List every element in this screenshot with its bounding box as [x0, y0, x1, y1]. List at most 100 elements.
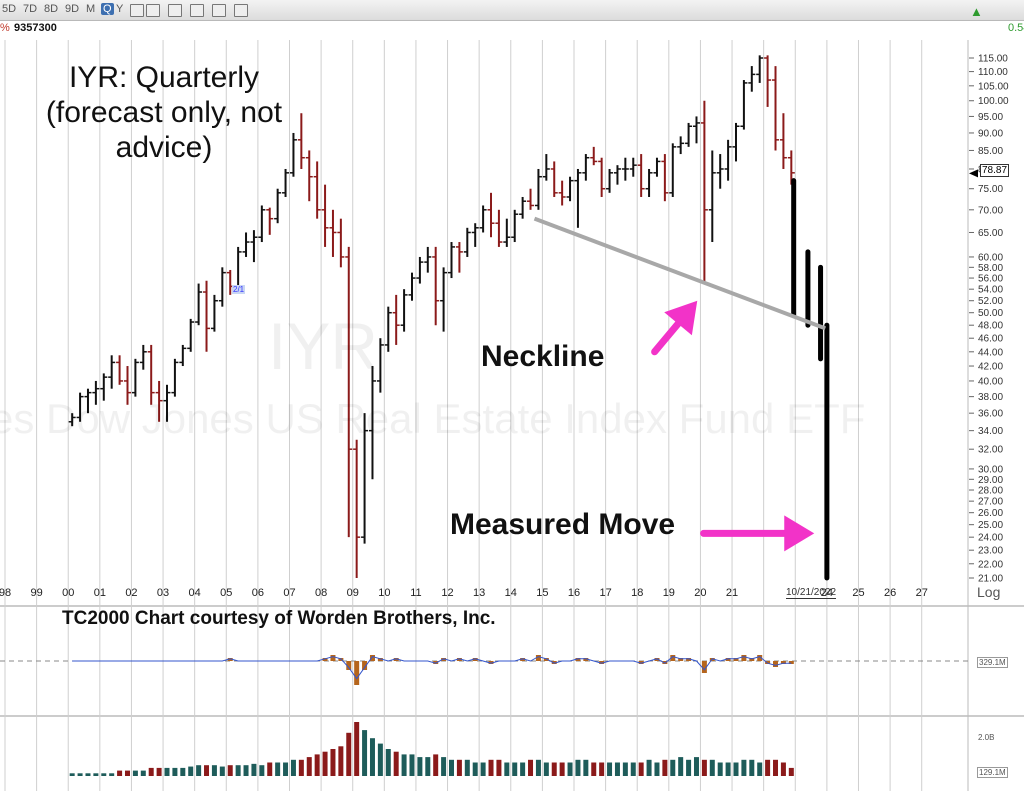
volume-bar — [69, 773, 75, 776]
volume-bar — [765, 759, 771, 776]
volume-bar — [638, 762, 644, 776]
volume-bar — [599, 762, 605, 776]
volume-bar — [780, 762, 786, 776]
split-marker[interactable]: 2/1 — [232, 285, 246, 294]
text-tool-icon[interactable] — [146, 4, 160, 17]
volume-bar — [693, 757, 699, 776]
indicator-bar — [346, 661, 352, 670]
volume-bar — [622, 762, 628, 776]
volume-bar — [298, 759, 304, 776]
timeframe-q[interactable]: Q — [101, 3, 114, 15]
indicator-bar — [733, 658, 739, 661]
volume-bar — [662, 759, 668, 776]
x-tick-label: 17 — [599, 587, 611, 599]
timeframe-9d[interactable]: 9D — [65, 3, 80, 15]
indicator-bar — [551, 661, 557, 664]
volume-bar — [717, 762, 723, 776]
volume-bar — [385, 749, 391, 776]
volume-bar — [354, 722, 360, 776]
y-tick-label: 36.00 — [978, 409, 1003, 420]
volume-bar — [535, 759, 541, 776]
x-tick-label: 98 — [0, 587, 11, 599]
volume-bar — [559, 762, 565, 776]
volume-bar — [504, 762, 510, 776]
volume-bar — [267, 762, 273, 776]
volume-bar — [401, 754, 407, 776]
volume-bar — [749, 759, 755, 776]
volume-bar — [283, 762, 289, 776]
volume-bar — [109, 773, 115, 776]
volume-bar — [678, 757, 684, 776]
x-tick-label: 26 — [884, 587, 896, 599]
volume-bar — [243, 765, 249, 776]
x-tick-label: 18 — [631, 587, 643, 599]
volume-bar — [788, 767, 794, 776]
volume-bar — [235, 765, 241, 776]
timeframe-7d[interactable]: 7D — [23, 3, 38, 15]
indicator-bar — [535, 655, 541, 661]
x-tick-label: 19 — [663, 587, 675, 599]
y-tick-label: 32.00 — [978, 445, 1003, 456]
y-tick-label: 110.00 — [978, 67, 1008, 78]
indicator-bar — [583, 658, 589, 661]
indicator-value-label: 329.1M — [977, 657, 1008, 668]
volume-bar — [140, 770, 146, 776]
y-tick-label: 22.00 — [978, 559, 1003, 570]
volume-bar — [124, 770, 130, 776]
chart-title-annotation: IYR: Quarterly (forecast only, not advic… — [45, 61, 283, 164]
x-tick-label: 10 — [378, 587, 390, 599]
y-tick-label: 38.00 — [978, 392, 1003, 403]
x-tick-label: 16 — [568, 587, 580, 599]
timeframe-5d[interactable]: 5D — [2, 3, 17, 15]
volume-bar — [409, 754, 415, 776]
grid-icon[interactable] — [168, 4, 182, 17]
volume-bar — [227, 765, 233, 776]
timeframe-m[interactable]: M — [86, 3, 96, 15]
indicator-bar — [788, 661, 794, 664]
volume-bar — [180, 767, 186, 776]
indicator-bar — [662, 661, 668, 664]
y-tick-label: 65.00 — [978, 228, 1003, 239]
y-tick-label: 30.00 — [978, 464, 1003, 475]
y-tick-label: 70.00 — [978, 205, 1003, 216]
y-tick-label: 40.00 — [978, 376, 1003, 387]
dropdown-icon[interactable] — [130, 4, 144, 17]
x-tick-label: 03 — [157, 587, 169, 599]
x-tick-label: 08 — [315, 587, 327, 599]
indicator-bar — [773, 661, 779, 667]
indicator-bar — [765, 661, 771, 664]
indicator-bar — [330, 655, 336, 661]
volume-bar — [369, 738, 375, 776]
draw-tool-icon[interactable] — [190, 4, 204, 17]
indicator-bar — [520, 658, 526, 661]
measured-move-annotation: Measured Move — [450, 508, 676, 541]
volume-bar — [488, 759, 494, 776]
y-tick-label: 27.00 — [978, 497, 1003, 508]
y-tick-label: 23.00 — [978, 546, 1003, 557]
log-scale-toggle[interactable]: Log — [977, 584, 1001, 600]
y-tick-label: 105.00 — [978, 81, 1009, 92]
indicator-bar — [543, 658, 549, 661]
volume-bar — [393, 751, 399, 776]
volume-bar — [164, 767, 170, 776]
note-icon[interactable] — [212, 4, 226, 17]
indicator-bar — [575, 658, 581, 661]
neckline-arrowhead — [664, 300, 698, 336]
volume-bar — [464, 759, 470, 776]
volume-bar — [172, 767, 178, 776]
volume-bar — [733, 762, 739, 776]
timeframe-y[interactable]: Y — [116, 3, 124, 15]
x-tick-label: 13 — [473, 587, 485, 599]
x-tick-label: 14 — [505, 587, 517, 599]
current-price-label: 78.87 — [980, 164, 1010, 177]
y-tick-label: 25.00 — [978, 520, 1003, 531]
y-tick-label: 50.00 — [978, 308, 1003, 319]
indicator-bar — [369, 655, 375, 661]
layout-icon[interactable] — [234, 4, 248, 17]
timeframe-8d[interactable]: 8D — [44, 3, 59, 15]
indicator-bar — [227, 658, 233, 661]
y-tick-label: 75.00 — [978, 184, 1003, 195]
y-tick-label: 29.00 — [978, 475, 1003, 486]
volume-bar — [275, 762, 281, 776]
